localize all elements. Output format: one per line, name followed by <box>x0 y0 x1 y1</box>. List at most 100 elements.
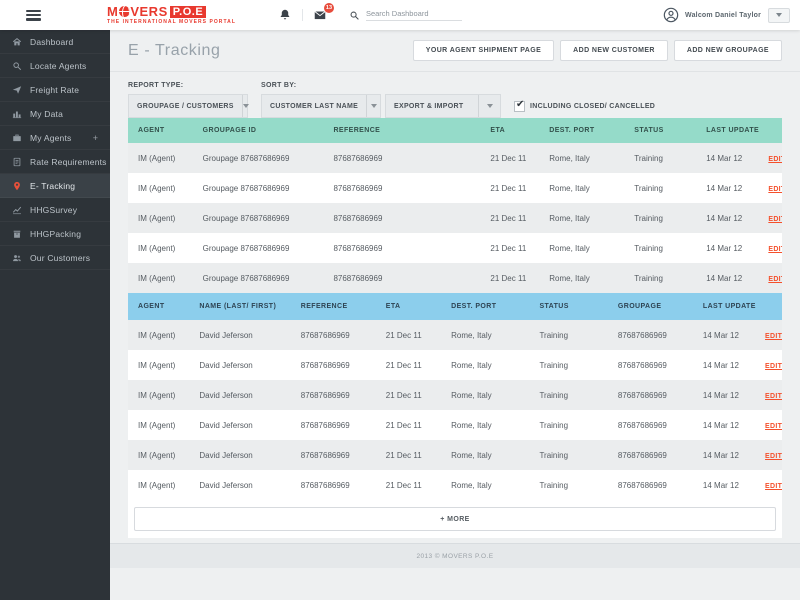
cell-groupage: 87687686969 <box>617 450 667 460</box>
cell-dest-port: Rome, Italy <box>549 153 590 163</box>
cell-agent: IM (Agent) <box>138 360 176 370</box>
sidebar-item-my-agents[interactable]: My Agents + <box>0 126 110 150</box>
edit-link[interactable]: EDIT <box>768 215 782 223</box>
report-type-dropdown[interactable]: GROUPAGE / CUSTOMERS <box>128 94 249 118</box>
cell-agent: IM (Agent) <box>138 390 176 400</box>
chevron-down-icon <box>776 13 782 17</box>
notification-badge: 13 <box>323 3 334 13</box>
table-row: IM (Agent) David Jeferson 87687686969 21 De… <box>128 350 782 380</box>
user-menu-button[interactable] <box>768 7 790 23</box>
edit-link[interactable]: EDIT <box>768 185 782 193</box>
table-row: IM (Agent) Groupage 87687686969 8768768696… <box>128 173 782 203</box>
edit-link[interactable]: EDIT <box>765 362 782 370</box>
dropdown-value: CUSTOMER LAST NAME <box>270 102 359 110</box>
cell-edit: EDIT <box>759 470 782 500</box>
cell-reference: 87687686969 <box>333 243 383 253</box>
edit-link[interactable]: EDIT <box>768 245 782 253</box>
sidebar-item-our-customers[interactable]: Our Customers <box>0 246 110 270</box>
action-button-add-new-customer[interactable]: ADD NEW CUSTOMER <box>560 40 668 61</box>
cell-agent: IM (Agent) <box>138 420 176 430</box>
sort-by-dropdown[interactable]: CUSTOMER LAST NAME <box>261 94 381 118</box>
cell-last-update: 14 Mar 12 <box>702 360 739 370</box>
cell-dest-port: Rome, Italy <box>451 390 492 400</box>
sidebar-item-hhgpacking[interactable]: HHGPacking <box>0 222 110 246</box>
edit-link[interactable]: EDIT <box>765 422 782 430</box>
cell-dest-port: Rome, Italy <box>451 330 492 340</box>
cell-name: David Jeferson <box>199 450 253 460</box>
sidebar-item-hhgsurvey[interactable]: HHGSurvey <box>0 198 110 222</box>
brand-box: P.O.E <box>169 5 207 18</box>
brand-tagline: THE INTERNATIONAL MOVERS PORTAL <box>107 19 236 25</box>
cell-eta: 21 Dec 11 <box>385 480 422 490</box>
column-header-last-update: LAST UPDATE <box>696 293 760 320</box>
plane-icon <box>12 85 22 95</box>
sidebar-nav: Dashboard Locate Agents Freight Rate My Dat… <box>0 30 110 600</box>
cell-name: David Jeferson <box>199 390 253 400</box>
dropdown-value: GROUPAGE / CUSTOMERS <box>137 102 234 110</box>
sidebar-item-label: HHGSurvey <box>30 204 78 215</box>
cell-eta: 21 Dec 11 <box>385 330 422 340</box>
cell-agent: IM (Agent) <box>138 183 176 193</box>
cell-agent: IM (Agent) <box>138 450 176 460</box>
edit-link[interactable]: EDIT <box>765 392 782 400</box>
action-button-your-agent-shipment-page[interactable]: YOUR AGENT SHIPMENT PAGE <box>412 40 555 61</box>
top-header: M VERS P.O.E THE INTERNATIONAL MOVERS PO… <box>0 0 800 30</box>
edit-link[interactable]: EDIT <box>768 275 782 283</box>
cell-groupage: 87687686969 <box>617 330 667 340</box>
cell-groupage-id: Groupage 87687686969 <box>202 213 290 223</box>
sidebar-item-label: My Agents <box>30 132 72 143</box>
users-icon <box>12 253 22 263</box>
table-row: IM (Agent) David Jeferson 87687686969 21 De… <box>128 410 782 440</box>
cell-edit: EDIT <box>759 350 782 380</box>
expand-plus-icon[interactable]: + <box>92 132 98 143</box>
cell-dest-port: Rome, Italy <box>451 450 492 460</box>
cell-status: Training <box>634 183 663 193</box>
edit-link[interactable]: EDIT <box>765 482 782 490</box>
cell-groupage: 87687686969 <box>617 390 667 400</box>
cell-reference: 87687686969 <box>300 480 350 490</box>
copyright-text: 2013 © MOVERS P.O.E <box>416 552 494 560</box>
cell-last-update: 14 Mar 12 <box>706 243 743 253</box>
cell-groupage-id: Groupage 87687686969 <box>202 273 290 283</box>
sidebar-item-my-data[interactable]: My Data <box>0 102 110 126</box>
search-input[interactable] <box>365 9 462 21</box>
cell-last-update: 14 Mar 12 <box>702 450 739 460</box>
closed-cancelled-checkbox[interactable] <box>514 99 525 112</box>
column-header-edit <box>759 293 782 320</box>
column-header-reference: REFERENCE <box>327 118 485 143</box>
cell-reference: 87687686969 <box>300 330 350 340</box>
report-type-label: REPORT TYPE: <box>128 82 184 89</box>
sidebar-item-locate-agents[interactable]: Locate Agents <box>0 54 110 78</box>
divider <box>301 9 303 21</box>
cell-reference: 87687686969 <box>300 360 350 370</box>
search-icon <box>12 61 22 71</box>
cell-edit: EDIT <box>762 233 782 263</box>
edit-link[interactable]: EDIT <box>765 332 782 340</box>
cell-status: Training <box>634 273 663 283</box>
sidebar-item-e-tracking[interactable]: E- Tracking <box>0 174 110 198</box>
brand-text: M <box>107 4 119 19</box>
edit-link[interactable]: EDIT <box>765 452 782 460</box>
avatar-icon <box>663 7 679 23</box>
more-button[interactable]: + MORE <box>134 507 776 531</box>
document-icon <box>12 157 22 167</box>
cell-status: Training <box>539 330 569 340</box>
menu-icon[interactable] <box>26 9 41 21</box>
cell-last-update: 14 Mar 12 <box>706 153 743 163</box>
sidebar-item-dashboard[interactable]: Dashboard <box>0 30 110 54</box>
bell-icon[interactable] <box>278 8 292 22</box>
brand-logo[interactable]: M VERS P.O.E THE INTERNATIONAL MOVERS PO… <box>107 5 236 25</box>
sidebar-item-freight-rate[interactable]: Freight Rate <box>0 78 110 102</box>
column-header-dest-port: DEST. PORT <box>445 293 534 320</box>
edit-link[interactable]: EDIT <box>768 155 782 163</box>
groupage-table-header: AGENT GROUPAGE ID REFERENCE ETA DEST. PORT ST… <box>128 118 782 143</box>
chevron-down-icon <box>478 95 500 117</box>
export-import-dropdown[interactable]: EXPORT & IMPORT <box>385 94 501 118</box>
cell-status: Training <box>539 360 569 370</box>
action-button-add-new-groupage[interactable]: ADD NEW GROUPAGE <box>673 40 782 61</box>
messages-icon[interactable]: 13 <box>313 3 334 22</box>
customers-table-header: AGENT NAME (LAST/ FIRST) REFERENCE ETA DEST.… <box>128 293 782 320</box>
filters-bar: REPORT TYPE: GROUPAGE / CUSTOMERS SORT B… <box>110 72 800 118</box>
cell-groupage-id: Groupage 87687686969 <box>202 243 290 253</box>
sidebar-item-rate-requirements[interactable]: Rate Requirements <box>0 150 110 174</box>
